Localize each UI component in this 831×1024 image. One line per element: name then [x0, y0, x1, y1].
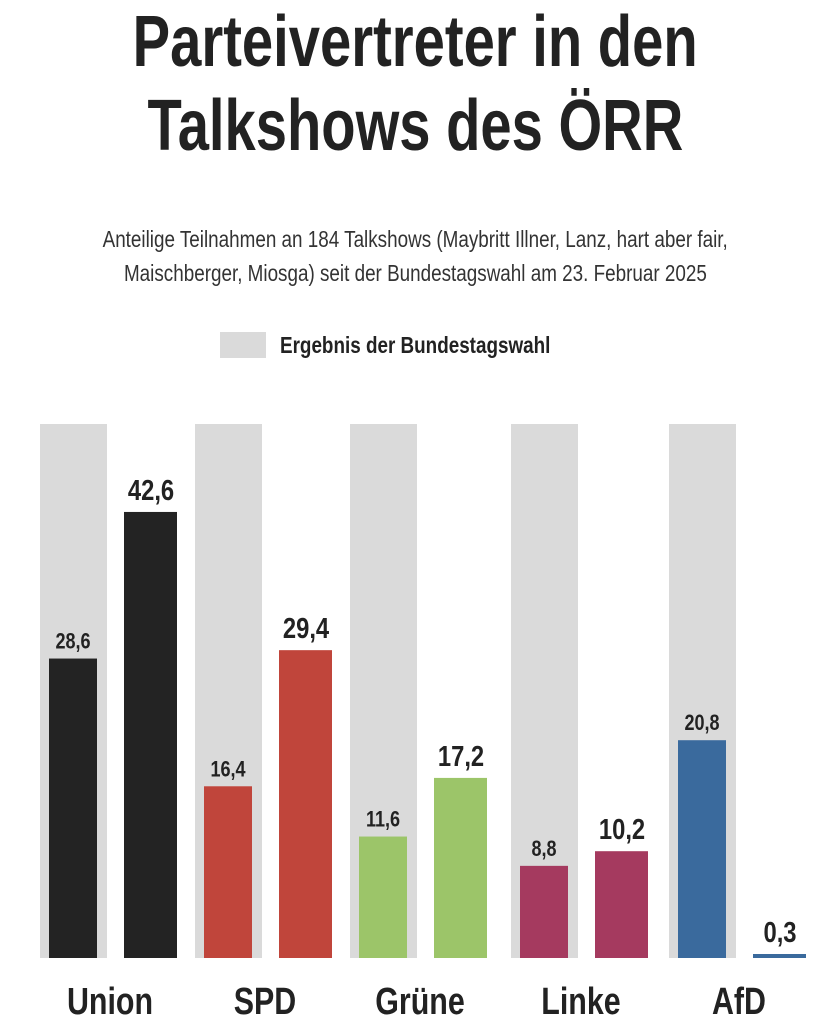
talkshow-value-label: 17,2	[438, 740, 484, 773]
category-label: SPD	[234, 981, 297, 1023]
title-line-1: Parteivertreter in den	[133, 2, 698, 82]
election-value-label: 28,6	[55, 630, 90, 654]
chart-title: Parteivertreter in den Talkshows des ÖRR	[0, 0, 831, 168]
legend: Ergebnis der Bundestagswahl	[220, 330, 610, 360]
election-bar	[49, 658, 97, 958]
chart-subtitle: Anteilige Teilnahmen an 184 Talkshows (M…	[0, 222, 831, 290]
election-bar	[359, 836, 407, 958]
talkshow-bar	[279, 650, 332, 958]
category-label: Linke	[541, 981, 620, 1023]
category-label: Grüne	[375, 981, 465, 1023]
legend-label: Ergebnis der Bundestagswahl	[280, 331, 551, 358]
talkshow-bar	[434, 777, 487, 958]
election-bar	[204, 786, 252, 958]
election-value-label: 8,8	[531, 837, 556, 861]
talkshow-value-label: 0,3	[763, 916, 796, 949]
election-value-label: 16,4	[210, 758, 246, 782]
talkshow-bar	[595, 851, 648, 958]
talkshow-value-label: 29,4	[283, 612, 329, 645]
subtitle-line-2: Maischberger, Miosga) seit der Bundestag…	[124, 260, 707, 286]
category-label: AfD	[712, 981, 766, 1023]
election-value-label: 11,6	[366, 808, 400, 832]
election-value-label: 20,8	[684, 712, 719, 736]
talkshow-bar	[124, 511, 177, 958]
category-label: Union	[67, 981, 153, 1023]
subtitle-line-1: Anteilige Teilnahmen an 184 Talkshows (M…	[102, 226, 729, 252]
election-bar	[520, 865, 568, 958]
talkshow-value-label: 10,2	[599, 813, 645, 846]
talkshow-value-label: 42,6	[128, 474, 174, 507]
legend-swatch	[220, 332, 266, 358]
title-line-2: Talkshows des ÖRR	[147, 86, 684, 166]
talkshow-bar	[753, 954, 806, 958]
election-bar	[678, 740, 726, 958]
